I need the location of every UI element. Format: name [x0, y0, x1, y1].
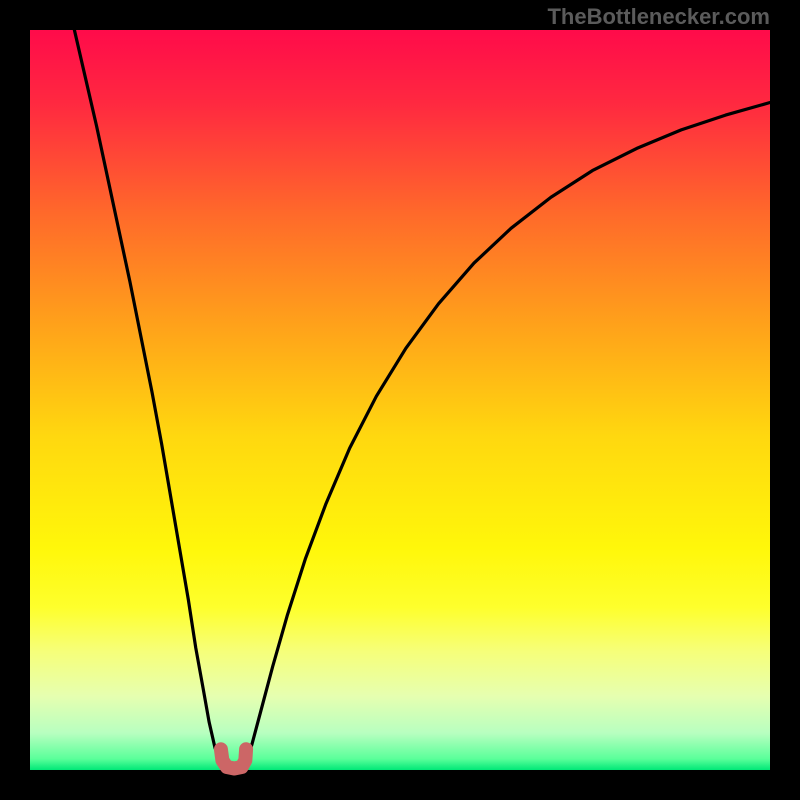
- left-descending-curve: [74, 30, 221, 763]
- curves-svg: [0, 0, 800, 800]
- dip-marker: [221, 749, 246, 768]
- chart-frame: TheBottlenecker.com: [0, 0, 800, 800]
- right-ascending-curve: [246, 103, 770, 763]
